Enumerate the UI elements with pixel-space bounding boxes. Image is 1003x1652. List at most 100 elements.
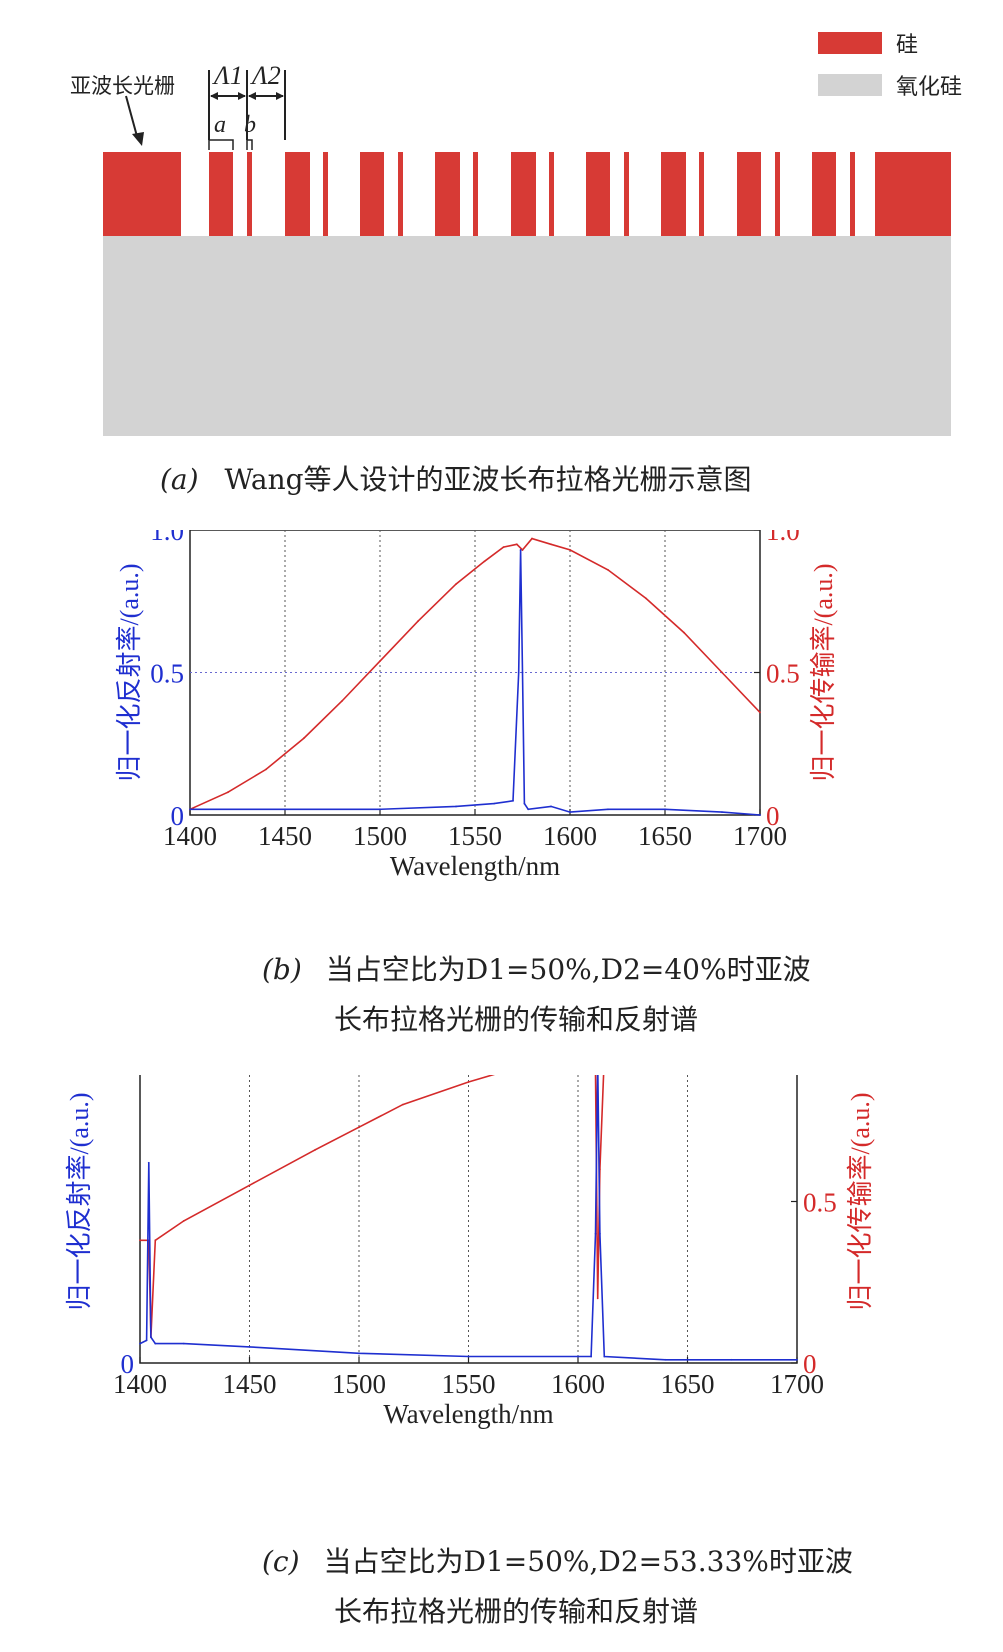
reflection-point	[519, 549, 522, 551]
transmission-point	[467, 1081, 470, 1083]
transmission-point	[358, 1126, 360, 1129]
tick-label-y-right: 0	[803, 1349, 817, 1379]
caption-c-tag: (c)	[262, 1545, 300, 1578]
transmission-point	[515, 543, 518, 546]
tick-label-x: 1400	[113, 1369, 167, 1399]
reflection-point	[599, 1232, 601, 1235]
reflection-point	[182, 1342, 185, 1345]
transmission-point	[455, 583, 457, 586]
silicon-bar	[661, 152, 686, 236]
transmission-point	[303, 737, 305, 739]
tick-label-x: 1700	[733, 821, 787, 851]
silicon-bar	[473, 152, 478, 236]
reflection-point	[664, 1358, 667, 1361]
reflection-point	[594, 1232, 597, 1235]
panel-a: Λ1 Λ2 a b 亚波长光栅 硅 氧化硅 (a) Wang等人设计的亚波长布拉格…	[0, 0, 1003, 500]
y-axis-label-left: 归一化反射率/(a.u.)	[65, 1092, 94, 1310]
tick-label-y-left: 0	[171, 801, 185, 831]
grating-pointer-arrow	[125, 95, 139, 141]
period-L1-arrowhead-right	[238, 92, 246, 100]
transmission-point	[502, 546, 505, 548]
reflection-point	[248, 1345, 251, 1348]
reflection-point	[139, 1342, 141, 1345]
caption-a-text: Wang等人设计的亚波长布拉格光栅示意图	[224, 463, 752, 496]
tick-label-x: 1650	[661, 1369, 715, 1399]
reflection-point	[284, 808, 286, 811]
chart-c: 140014501500155016001650170001.000.51.0W…	[65, 1075, 875, 1429]
transmission-point	[531, 537, 533, 540]
transmission-point	[550, 543, 552, 546]
tick-label-x: 1600	[543, 821, 597, 851]
transmission-point	[521, 549, 524, 551]
tick-label-x: 1450	[223, 1369, 277, 1399]
silicon-bar	[511, 152, 536, 236]
reflection-point	[730, 1358, 733, 1361]
x-axis-label: Wavelength/nm	[390, 851, 560, 881]
plot-frame	[139, 1075, 798, 1364]
legend-item-oxide: 氧化硅	[818, 68, 998, 102]
transmission-point	[227, 791, 229, 794]
caption-a: (a) Wang等人设计的亚波长布拉格光栅示意图	[160, 458, 752, 498]
silicon-bar	[285, 152, 310, 236]
width-a-bracket	[208, 139, 234, 150]
period-L2-arrowhead-right	[276, 92, 284, 100]
period-L2-arrowhead-left	[248, 92, 256, 100]
reflection-point	[796, 1358, 798, 1361]
reflection-point	[358, 1352, 360, 1355]
caption-b-line2: 长布拉格光栅的传输和反射谱	[334, 1003, 699, 1036]
transmission-point	[645, 597, 647, 600]
legend-item-silicon: 硅	[818, 26, 998, 60]
silicon-bar	[323, 152, 328, 236]
transmission-point	[721, 671, 723, 674]
y-axis-label-right: 归一化传输率/(a.u.)	[809, 563, 838, 781]
period-L1-arrowhead-left	[210, 92, 218, 100]
tick-label-y-right: 0.5	[766, 659, 800, 689]
tick-label-x: 1700	[770, 1369, 824, 1399]
silicon-bar	[737, 152, 761, 236]
reflection-point	[493, 802, 495, 805]
legend: 硅 氧化硅	[818, 26, 998, 102]
transmission-point	[182, 1219, 185, 1222]
grating-label: 亚波长光栅	[70, 74, 175, 98]
tick-label-y-left: 1.0	[150, 530, 184, 546]
reflection-point	[150, 1336, 152, 1339]
legend-swatch-silicon	[818, 32, 882, 54]
transmission-point	[401, 1103, 404, 1106]
reflection-point	[379, 808, 381, 811]
transmission-point	[417, 620, 419, 623]
tick-label-x: 1550	[448, 821, 502, 851]
silicon-bar	[549, 152, 554, 236]
reflection-point	[527, 808, 530, 811]
reflection-point	[550, 805, 552, 808]
transmission-point	[607, 569, 609, 571]
silicon-bar	[247, 152, 252, 236]
reflection-point	[517, 671, 520, 674]
transmission-point	[596, 1297, 599, 1300]
silicon-bar	[850, 152, 855, 236]
caption-b-line1: 当占空比为D1=50%,D2=40%时亚波	[325, 953, 811, 986]
legend-label-oxide: 氧化硅	[896, 75, 963, 100]
label-b: b	[244, 112, 256, 138]
tick-label-x: 1500	[332, 1369, 386, 1399]
transmission-point	[483, 560, 486, 563]
transmission-series	[189, 537, 761, 811]
reflection-point	[154, 1342, 157, 1345]
transmission-point	[683, 631, 685, 634]
silicon-bar	[775, 152, 780, 236]
reflection-series	[139, 1075, 797, 1361]
tick-label-y-left: 0	[121, 1349, 135, 1379]
transmission-series	[140, 1075, 605, 1338]
width-b-bracket	[246, 139, 253, 150]
x-axis-label: Wavelength/nm	[383, 1399, 553, 1429]
transmission-point	[759, 711, 761, 714]
oxide-substrate	[103, 236, 951, 436]
label-a: a	[214, 112, 226, 138]
tick-label-y-right: 1.0	[766, 530, 800, 546]
caption-c-line1: 当占空比为D1=50%,D2=53.33%时亚波	[323, 1545, 853, 1578]
reflection-point	[521, 671, 524, 674]
tick-label-x: 1450	[258, 821, 312, 851]
silicon-bar	[875, 152, 951, 236]
reflection-point	[664, 808, 666, 811]
silicon-bar	[360, 152, 384, 236]
caption-a-tag: (a)	[160, 463, 199, 496]
